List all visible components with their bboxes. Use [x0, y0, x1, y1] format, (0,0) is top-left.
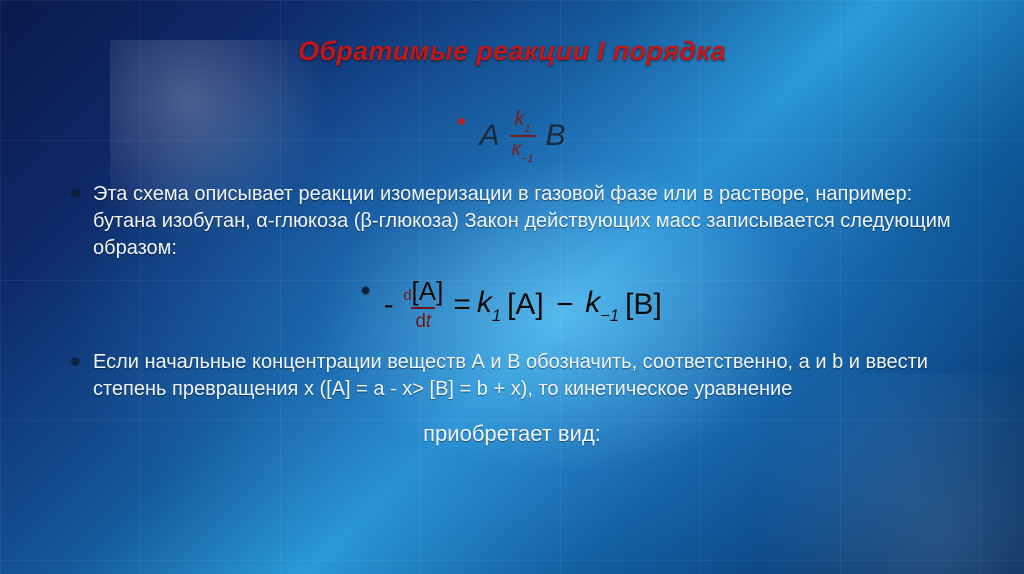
eq1-right: B [546, 119, 566, 153]
eq1-rate-fraction: k1 к−1 [510, 109, 536, 163]
bullet-icon [72, 190, 79, 197]
eq1-k-top-sub: 1 [524, 123, 530, 135]
eq2-km1-sub: −1 [600, 307, 619, 325]
equation-2-row: - d[A] dt = k1 [A] − k−1 [B] [72, 278, 952, 331]
equation-1-row: A k1 к−1 B [72, 109, 952, 163]
eq2-leading-minus: - [383, 288, 393, 322]
eq2-d-bot: d [415, 311, 426, 332]
eq1-left: A [479, 119, 499, 153]
eq1-k-top: k1 [512, 109, 532, 135]
eq2-t: t [426, 311, 431, 332]
eq2-dA-dt: d[A] dt [399, 278, 447, 331]
bullet-icon [458, 118, 465, 125]
paragraph-2-row: Если начальные концентрации веществ А и … [72, 349, 952, 403]
eq1-k-bot-sub: −1 [521, 153, 534, 165]
eq1-k-top-base: k [514, 108, 524, 130]
bullet-icon [362, 287, 369, 294]
paragraph-1: Эта схема описывает реакции изомеризации… [93, 181, 952, 262]
eq2-bracket-A-top: [A] [412, 276, 444, 306]
paragraph-1-row: Эта схема описывает реакции изомеризации… [72, 181, 952, 262]
equation-2: - d[A] dt = k1 [A] − k−1 [B] [383, 278, 662, 331]
eq2-dt: dt [411, 307, 435, 331]
eq2-km1: k−1 [585, 286, 619, 324]
eq2-bracket-B: [B] [625, 288, 662, 322]
equation-1: A k1 к−1 B [479, 109, 565, 163]
slide-content: Обратимые реакции I порядка A k1 к−1 B Э… [0, 0, 1024, 574]
eq2-equals: = [453, 288, 471, 322]
eq1-k-bot: к−1 [510, 135, 536, 163]
paragraph-3: приобретает вид: [72, 419, 952, 449]
bullet-icon [72, 358, 79, 365]
eq2-dA: d[A] [399, 278, 447, 307]
eq2-km1-base: k [585, 286, 600, 319]
eq2-d-top: d [403, 287, 411, 304]
eq1-k-bot-base: к [512, 138, 521, 160]
slide-title: Обратимые реакции I порядка [72, 36, 952, 67]
eq2-bracket-A: [A] [507, 288, 544, 322]
eq2-k1: k1 [477, 286, 501, 324]
paragraph-2: Если начальные концентрации веществ А и … [93, 349, 952, 403]
eq2-k1-base: k [477, 286, 492, 319]
eq2-minus: − [550, 288, 580, 322]
eq2-k1-sub: 1 [492, 307, 501, 325]
